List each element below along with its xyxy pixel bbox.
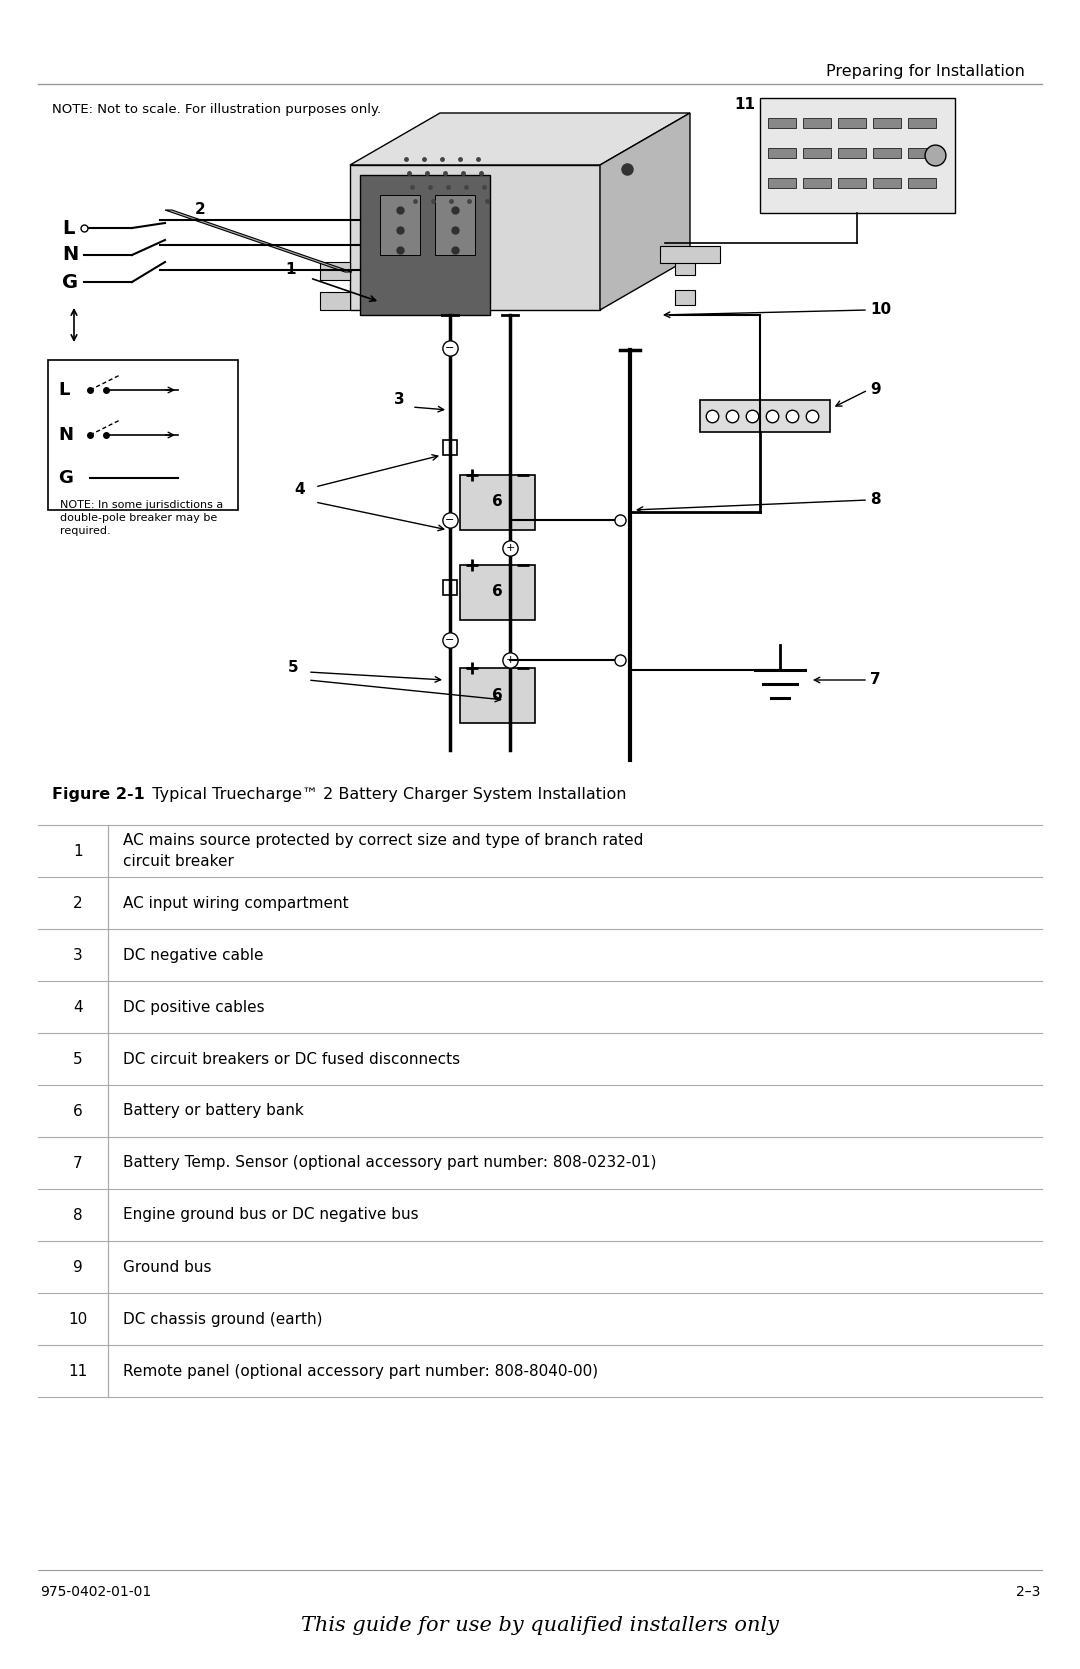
Text: 5: 5 xyxy=(287,661,298,676)
Text: Preparing for Installation: Preparing for Installation xyxy=(826,65,1025,80)
Text: G: G xyxy=(58,469,72,487)
Text: Battery Temp. Sensor (optional accessory part number: 808-0232-01): Battery Temp. Sensor (optional accessory… xyxy=(123,1155,657,1170)
Bar xyxy=(804,179,831,189)
Text: N: N xyxy=(58,426,73,444)
Text: 6: 6 xyxy=(73,1103,83,1118)
Text: 8: 8 xyxy=(73,1207,83,1222)
Bar xyxy=(443,581,457,596)
Text: NOTE: In some jurisdictions a
double-pole breaker may be
required.: NOTE: In some jurisdictions a double-pol… xyxy=(60,501,224,536)
Text: 6: 6 xyxy=(491,584,502,599)
Text: N: N xyxy=(62,245,78,264)
Text: This guide for use by qualified installers only: This guide for use by qualified installe… xyxy=(301,1616,779,1634)
Polygon shape xyxy=(165,210,352,272)
Bar xyxy=(768,179,796,189)
Bar xyxy=(675,290,696,305)
Bar xyxy=(768,149,796,159)
Text: DC chassis ground (earth): DC chassis ground (earth) xyxy=(123,1312,323,1327)
Text: 10: 10 xyxy=(68,1312,87,1327)
Text: Battery or battery bank: Battery or battery bank xyxy=(123,1103,303,1118)
Text: Ground bus: Ground bus xyxy=(123,1260,212,1275)
Bar xyxy=(838,118,866,129)
Text: L: L xyxy=(62,219,75,237)
Text: 7: 7 xyxy=(73,1155,83,1170)
Text: 6: 6 xyxy=(491,494,502,509)
Text: Figure 2-1: Figure 2-1 xyxy=(52,788,145,803)
Bar xyxy=(48,361,238,511)
Text: −: − xyxy=(445,516,455,526)
Text: 2–3: 2–3 xyxy=(1015,1586,1040,1599)
Bar xyxy=(320,292,350,310)
Text: 11: 11 xyxy=(734,97,755,112)
Text: AC input wiring compartment: AC input wiring compartment xyxy=(123,896,349,911)
Text: circuit breaker: circuit breaker xyxy=(123,853,234,868)
Polygon shape xyxy=(660,245,720,264)
Text: 7: 7 xyxy=(870,673,880,688)
Text: DC positive cables: DC positive cables xyxy=(123,1000,265,1015)
Text: 10: 10 xyxy=(870,302,891,317)
Bar xyxy=(435,195,475,255)
Text: 5: 5 xyxy=(73,1051,83,1066)
Text: 8: 8 xyxy=(870,492,880,507)
Text: 975-0402-01-01: 975-0402-01-01 xyxy=(40,1586,151,1599)
Text: DC circuit breakers or DC fused disconnects: DC circuit breakers or DC fused disconne… xyxy=(123,1051,460,1066)
Bar xyxy=(700,401,831,432)
Bar xyxy=(908,149,936,159)
Text: 4: 4 xyxy=(295,482,305,497)
Bar xyxy=(838,149,866,159)
Polygon shape xyxy=(350,165,600,310)
Text: 3: 3 xyxy=(394,392,405,407)
Bar xyxy=(908,118,936,129)
Text: NOTE: Not to scale. For illustration purposes only.: NOTE: Not to scale. For illustration pur… xyxy=(52,103,381,117)
Text: DC negative cable: DC negative cable xyxy=(123,948,264,963)
Text: 9: 9 xyxy=(870,382,880,397)
Text: +: + xyxy=(505,654,515,664)
Bar xyxy=(760,98,955,214)
Text: L: L xyxy=(58,381,69,399)
Text: 2: 2 xyxy=(195,202,206,217)
Bar xyxy=(460,566,535,619)
Bar xyxy=(768,118,796,129)
Text: 4: 4 xyxy=(73,1000,83,1015)
Text: Typical Truecharge™ 2 Battery Charger System Installation: Typical Truecharge™ 2 Battery Charger Sy… xyxy=(141,788,626,803)
Text: −: − xyxy=(445,634,455,644)
Bar xyxy=(838,179,866,189)
Bar xyxy=(873,149,901,159)
Polygon shape xyxy=(350,113,690,165)
Text: 3: 3 xyxy=(73,948,83,963)
Bar xyxy=(380,195,420,255)
Text: +: + xyxy=(505,542,515,552)
Bar xyxy=(460,668,535,723)
Bar xyxy=(804,149,831,159)
Bar xyxy=(460,476,535,531)
Polygon shape xyxy=(600,113,690,310)
Text: G: G xyxy=(62,272,78,292)
Text: Engine ground bus or DC negative bus: Engine ground bus or DC negative bus xyxy=(123,1207,419,1222)
Bar xyxy=(804,118,831,129)
Bar xyxy=(360,175,490,315)
Text: 9: 9 xyxy=(73,1260,83,1275)
Text: −: − xyxy=(445,344,455,354)
Bar xyxy=(908,179,936,189)
Bar xyxy=(873,118,901,129)
Text: Remote panel (optional accessory part number: 808-8040-00): Remote panel (optional accessory part nu… xyxy=(123,1364,598,1379)
Bar xyxy=(443,441,457,456)
Bar xyxy=(675,260,696,275)
Text: AC mains source protected by correct size and type of branch rated: AC mains source protected by correct siz… xyxy=(123,833,644,848)
Text: 1: 1 xyxy=(285,262,296,277)
Text: 2: 2 xyxy=(73,896,83,911)
Text: 6: 6 xyxy=(491,688,502,703)
Bar xyxy=(873,179,901,189)
Text: 1: 1 xyxy=(73,843,83,858)
Bar xyxy=(320,262,350,280)
Text: 11: 11 xyxy=(68,1364,87,1379)
